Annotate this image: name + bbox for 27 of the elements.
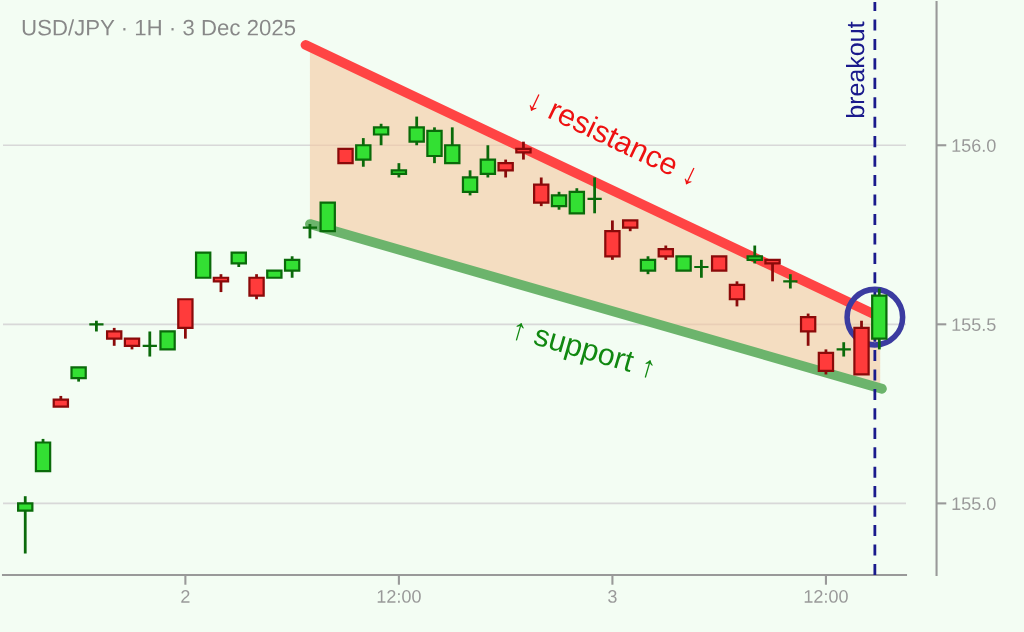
- candlestick: [782, 272, 799, 290]
- candlestick: [817, 347, 835, 376]
- candlestick: [764, 258, 781, 283]
- y-tick-label: 155.0: [952, 497, 996, 511]
- ref-line-label: breakout: [846, 21, 865, 118]
- annotation: ↑ support ↑: [511, 319, 655, 384]
- x-tick-label: 2: [181, 590, 190, 603]
- x-tick-label: 3: [608, 590, 617, 603]
- x-tick-label: 12:00: [804, 590, 848, 603]
- candlestick: [355, 136, 372, 169]
- text: USD/JPY · 1H · 3 Dec 2025: [22, 19, 296, 36]
- candlestick: [248, 272, 265, 301]
- candlestick: [533, 176, 550, 208]
- candlestick: [586, 176, 603, 215]
- candlestick: [479, 143, 497, 179]
- candlestick: [372, 122, 390, 147]
- candlestick: [728, 279, 746, 308]
- candlestick: [835, 340, 852, 358]
- candlestick: [17, 494, 34, 555]
- candlestick: [568, 186, 586, 215]
- y-tick-label: 156.0: [952, 139, 996, 152]
- candlestick: [799, 312, 817, 348]
- candlestick: [693, 258, 710, 280]
- candlestick: [141, 330, 159, 358]
- y-tick-label: 155.5: [952, 318, 996, 332]
- candlestick: [461, 168, 479, 197]
- x-tick-label: 12:00: [377, 590, 421, 603]
